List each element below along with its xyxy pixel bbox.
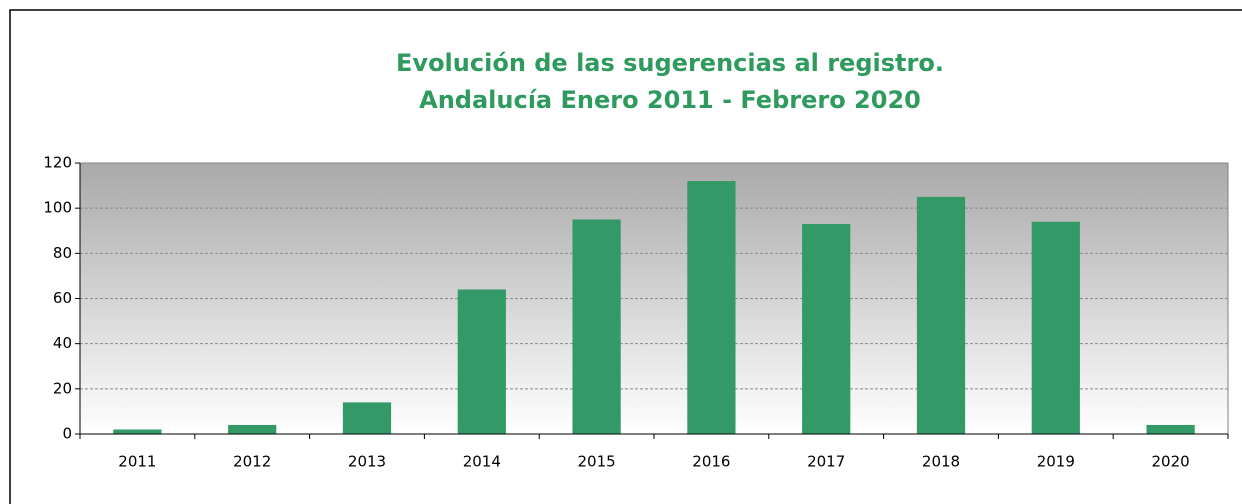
- y-tick-label: 80: [53, 244, 72, 262]
- x-tick-label: 2018: [922, 453, 960, 471]
- bar: [228, 424, 277, 434]
- x-tick-label: 2020: [1152, 453, 1190, 471]
- bar: [802, 223, 851, 434]
- bar: [457, 289, 506, 434]
- x-tick-label: 2011: [118, 453, 156, 471]
- bar: [1146, 424, 1195, 434]
- x-tick-label: 2015: [578, 453, 616, 471]
- bar: [113, 429, 162, 434]
- y-tick-label: 120: [43, 154, 72, 172]
- y-tick-label: 100: [43, 199, 72, 217]
- x-tick-label: 2017: [807, 453, 845, 471]
- bar: [1031, 221, 1080, 434]
- bar: [342, 402, 392, 434]
- frame: [9, 9, 1242, 504]
- x-tick-label: 2013: [348, 453, 386, 471]
- bar: [916, 196, 966, 434]
- bar: [687, 181, 736, 434]
- x-tick-label: 2012: [233, 453, 271, 471]
- x-tick-label: 2016: [692, 453, 730, 471]
- y-tick-label: 0: [62, 425, 72, 443]
- bar: [572, 219, 621, 434]
- x-tick-label: 2014: [463, 453, 501, 471]
- chart-subtitle: Andalucía Enero 2011 - Febrero 2020: [419, 86, 921, 114]
- x-tick-label: 2019: [1037, 453, 1075, 471]
- y-tick-label: 60: [53, 289, 72, 307]
- chart-title: Evolución de las sugerencias al registro…: [396, 49, 944, 77]
- y-tick-label: 40: [53, 334, 72, 352]
- y-tick-label: 20: [53, 379, 72, 397]
